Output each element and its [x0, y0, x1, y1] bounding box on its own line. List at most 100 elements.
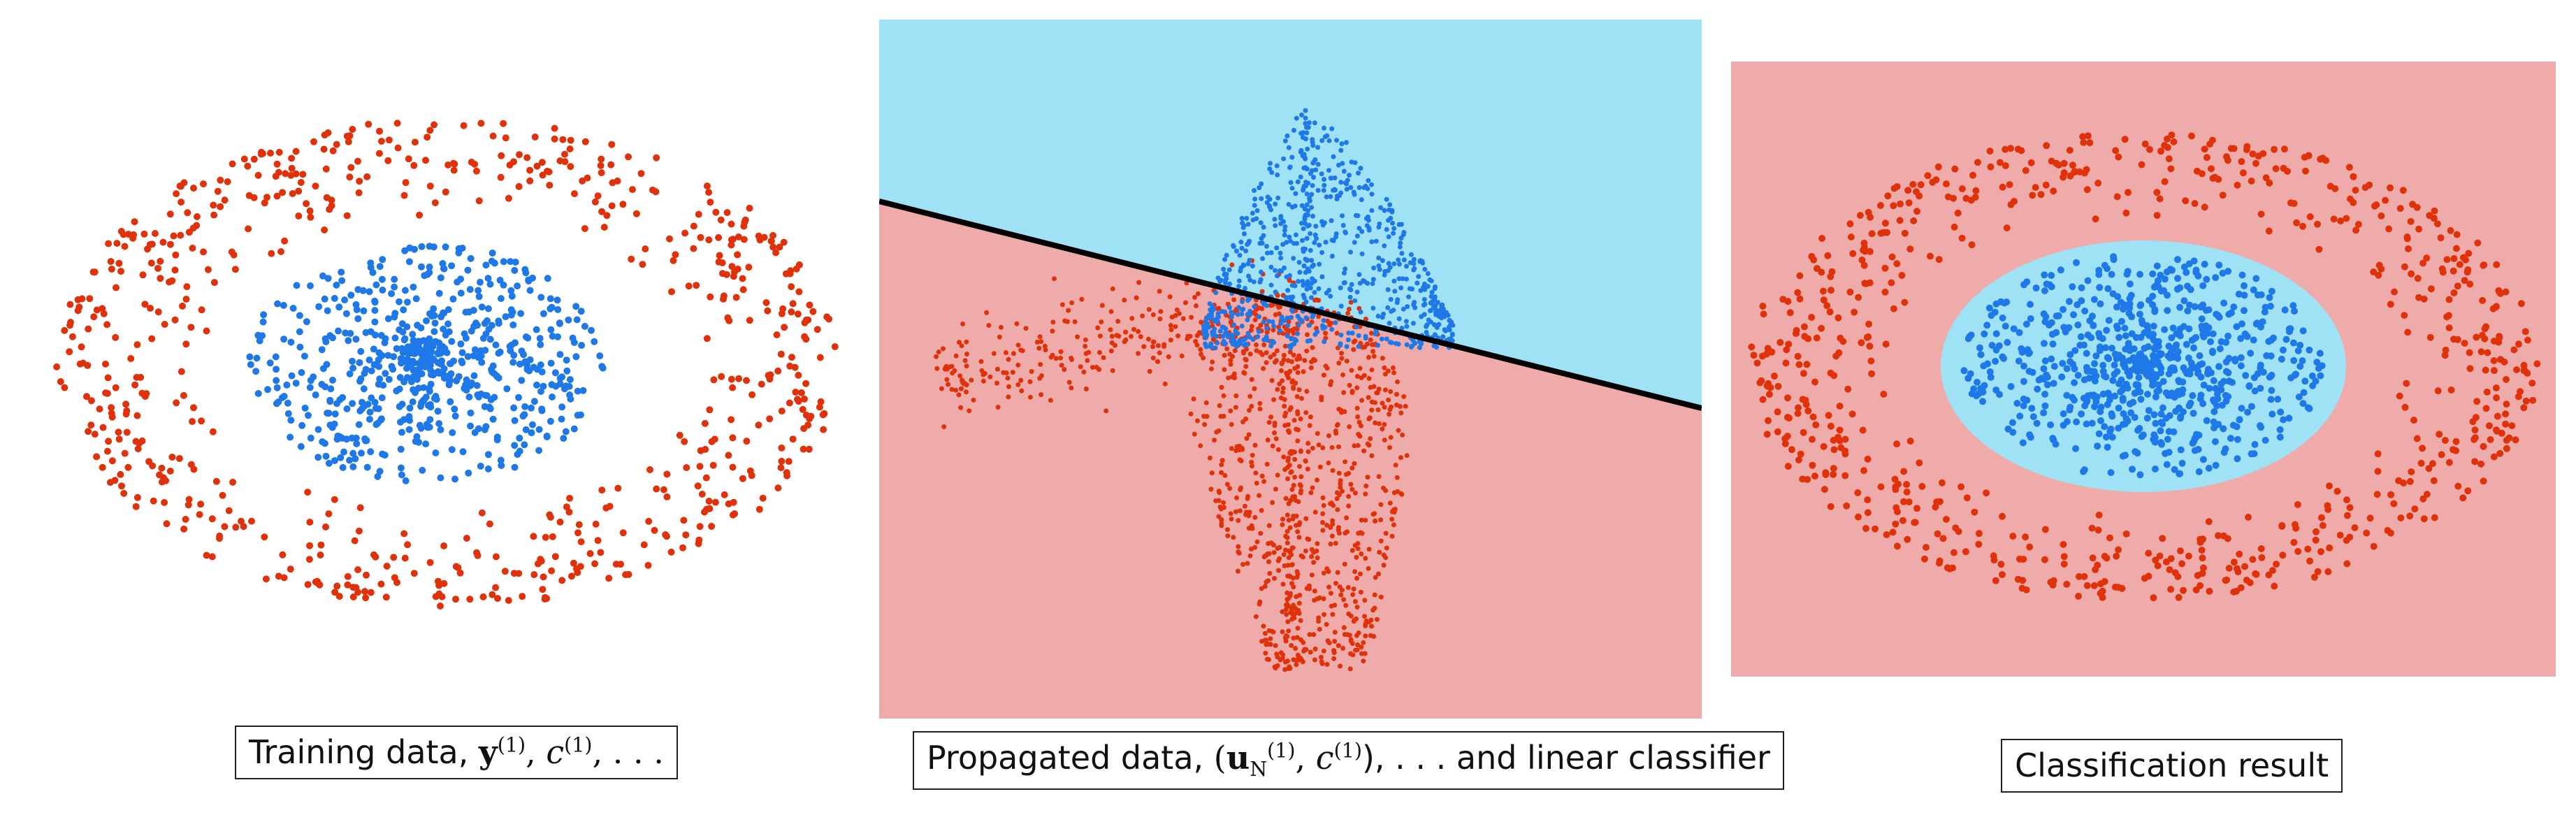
data-point: [1271, 324, 1277, 329]
data-point: [1219, 384, 1224, 390]
data-point: [1320, 520, 1325, 525]
data-point: [774, 484, 782, 492]
data-point: [1287, 164, 1293, 170]
data-point: [1863, 333, 1871, 341]
data-point: [458, 357, 465, 365]
data-point: [2306, 346, 2313, 354]
data-point: [1824, 252, 1832, 259]
data-point: [1319, 661, 1325, 666]
data-point: [1129, 333, 1134, 339]
data-point: [2291, 521, 2299, 528]
data-point: [734, 251, 741, 259]
data-point: [328, 196, 335, 204]
data-point: [2105, 391, 2113, 398]
data-point: [2033, 419, 2041, 427]
data-point: [683, 464, 690, 471]
data-point: [1269, 170, 1275, 175]
data-point: [2503, 445, 2510, 452]
data-point: [1347, 173, 1352, 178]
data-point: [1358, 530, 1363, 535]
data-point: [1285, 573, 1291, 579]
data-point: [1442, 328, 1448, 333]
data-point: [1384, 226, 1389, 232]
data-point: [440, 542, 448, 549]
data-point: [2090, 391, 2097, 399]
data-point: [2395, 477, 2403, 484]
data-point: [352, 584, 360, 591]
data-point: [2078, 410, 2085, 418]
data-point: [376, 375, 384, 383]
data-point: [2109, 377, 2117, 384]
data-point: [400, 306, 407, 314]
data-point: [117, 228, 125, 235]
data-point: [1897, 200, 1904, 208]
data-point: [1926, 252, 1934, 260]
data-point: [2236, 550, 2243, 558]
data-point: [1770, 373, 1778, 380]
data-point: [53, 363, 61, 370]
data-point: [2059, 359, 2067, 367]
data-point: [1363, 491, 1368, 497]
data-point: [365, 120, 372, 128]
data-point: [2103, 554, 2111, 562]
data-point: [66, 348, 73, 356]
data-point: [1386, 261, 1391, 266]
data-point: [2508, 422, 2516, 430]
data-point: [1369, 192, 1375, 197]
data-point: [99, 463, 106, 471]
data-point: [748, 391, 756, 398]
data-point: [405, 426, 413, 433]
data-point: [1211, 317, 1217, 323]
data-point: [1239, 245, 1245, 251]
data-point: [729, 236, 737, 243]
data-point: [2343, 512, 2351, 519]
data-point: [1268, 414, 1274, 420]
data-point: [1158, 309, 1164, 315]
data-point: [2145, 549, 2152, 557]
data-point: [2426, 333, 2434, 341]
data-point: [1973, 392, 1981, 400]
data-point: [378, 394, 386, 402]
data-point: [303, 318, 310, 326]
data-point: [2083, 420, 2090, 428]
data-point: [2029, 368, 2036, 376]
data-point: [2097, 417, 2104, 424]
data-point: [367, 589, 375, 596]
data-point: [541, 593, 549, 601]
data-point: [1345, 632, 1350, 637]
data-point: [440, 309, 448, 317]
caption-text: Training data,: [249, 733, 469, 771]
data-point: [189, 224, 197, 232]
data-point: [728, 220, 735, 228]
data-point: [402, 179, 410, 187]
data-point: [484, 465, 492, 473]
data-point: [2280, 164, 2287, 172]
data-point: [2482, 405, 2490, 412]
data-point: [2299, 327, 2307, 335]
data-point: [1368, 436, 1373, 441]
data-point: [2233, 323, 2241, 331]
data-point: [1285, 590, 1290, 596]
data-point: [1282, 397, 1287, 403]
data-point: [129, 234, 137, 242]
data-point: [1266, 419, 1272, 425]
data-point: [1247, 394, 1253, 399]
data-point: [2055, 312, 2062, 319]
data-point: [331, 410, 339, 418]
data-point: [1066, 308, 1071, 313]
data-point: [1394, 300, 1400, 305]
data-point: [426, 243, 433, 250]
data-point: [2209, 330, 2217, 338]
data-point: [289, 190, 296, 197]
data-point: [2529, 396, 2537, 404]
data-point: [1321, 373, 1326, 378]
data-point: [1904, 187, 1912, 194]
data-point: [1216, 498, 1222, 503]
data-point: [594, 537, 602, 544]
data-point: [2498, 429, 2505, 437]
data-point: [1854, 489, 1862, 496]
data-point: [1206, 314, 1212, 319]
data-point: [1412, 266, 1417, 271]
data-point: [1836, 403, 1844, 410]
data-point: [1401, 306, 1406, 312]
